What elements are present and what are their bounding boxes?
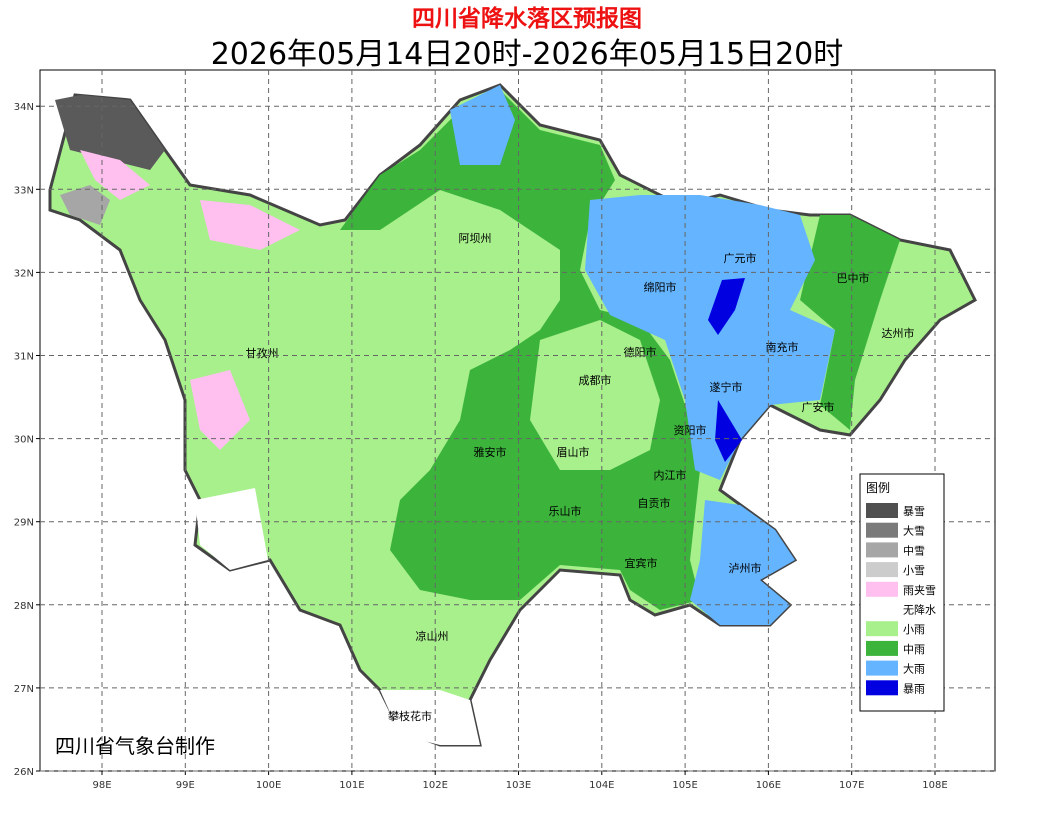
city-label: 甘孜州: [246, 346, 279, 360]
legend-label: 中雨: [903, 643, 925, 656]
city-label: 巴中市: [837, 271, 870, 285]
rainstorm: [708, 278, 745, 335]
x-tick-label: 108E: [922, 780, 947, 791]
legend-swatch: [865, 601, 899, 617]
y-tick-label: 34N: [14, 102, 34, 113]
subtitle: 2026年05月14日20时-2026年05月15日20时: [211, 37, 844, 72]
legend-label: 小雪: [903, 564, 925, 577]
city-label: 南充市: [766, 340, 799, 354]
y-tick-label: 33N: [14, 185, 34, 196]
moderate-snow: [60, 185, 110, 225]
city-label: 资阳市: [674, 423, 707, 437]
rainstorm: [715, 400, 742, 462]
city-label: 乐山市: [549, 504, 582, 518]
city-label: 广元市: [724, 251, 757, 265]
city-label: 泸州市: [729, 561, 762, 575]
city-label: 攀枝花市: [388, 709, 432, 723]
legend-label: 暴雨: [903, 682, 925, 695]
y-tick-label: 29N: [14, 518, 34, 529]
city-label: 眉山市: [557, 445, 590, 459]
x-tick-label: 99E: [176, 780, 195, 791]
y-tick-label: 26N: [14, 767, 34, 778]
city-label: 雅安市: [474, 445, 507, 459]
city-label: 内江市: [654, 468, 687, 482]
y-tick-label: 30N: [14, 435, 34, 446]
legend-label: 雨夹雪: [903, 584, 936, 597]
legend-label: 无降水: [903, 603, 936, 617]
legend-swatch: [866, 562, 898, 578]
moderate-rain: [340, 90, 700, 610]
y-tick-label: 32N: [14, 268, 34, 279]
city-label: 绵阳市: [644, 280, 677, 294]
x-tick-label: 103E: [506, 780, 531, 791]
legend-swatch: [866, 680, 898, 696]
city-label: 广安市: [802, 400, 835, 414]
legend-label: 大雪: [903, 524, 925, 538]
x-tick-label: 100E: [256, 780, 281, 791]
legend-swatch: [866, 542, 898, 558]
sleet: [190, 370, 250, 450]
city-label: 自贡市: [638, 496, 671, 510]
city-label: 宜宾市: [625, 556, 658, 570]
x-tick-label: 102E: [422, 780, 447, 791]
city-label: 遂宁市: [710, 380, 743, 394]
legend-swatch: [866, 503, 898, 518]
city-label: 阿坝州: [459, 231, 492, 245]
legend-title: 图例: [866, 481, 890, 495]
legend-swatch: [866, 621, 898, 637]
heavy-rain: [450, 85, 515, 165]
city-label: 达州市: [882, 326, 915, 340]
sleet: [80, 150, 150, 200]
legend-label: 小雨: [903, 623, 925, 636]
x-tick-label: 104E: [589, 780, 614, 791]
legend-label: 大雨: [903, 662, 925, 676]
no-rain: [195, 488, 268, 570]
light-rain: [530, 320, 660, 470]
y-tick-label: 28N: [14, 601, 34, 612]
x-tick-label: 98E: [92, 780, 111, 791]
legend-label: 暴雪: [903, 505, 925, 518]
x-tick-label: 107E: [839, 780, 864, 791]
sleet: [200, 200, 300, 250]
x-tick-label: 101E: [339, 780, 364, 791]
x-tick-label: 105E: [672, 780, 697, 791]
x-tick-label: 106E: [756, 780, 781, 791]
credit: 四川省气象台制作: [55, 734, 215, 758]
legend-swatch: [866, 660, 898, 676]
city-labels: 阿坝州 广元市 巴中市 绵阳市 达州市 甘孜州 德阳市 南充市 成都市 遂宁市 …: [246, 231, 915, 723]
legend-swatch: [866, 522, 898, 538]
legend-label: 中雪: [903, 544, 925, 557]
city-label: 成都市: [579, 373, 612, 387]
legend-swatch: [866, 640, 898, 656]
city-label: 凉山州: [416, 629, 449, 643]
legend-swatch: [866, 581, 898, 597]
y-tick-label: 31N: [14, 352, 34, 363]
moderate-rain: [800, 215, 900, 430]
title: 四川省降水落区预报图: [412, 6, 642, 32]
y-tick-label: 27N: [14, 684, 34, 695]
city-label: 德阳市: [624, 345, 657, 359]
no-rain: [380, 690, 480, 745]
heavy-rain: [585, 195, 835, 480]
